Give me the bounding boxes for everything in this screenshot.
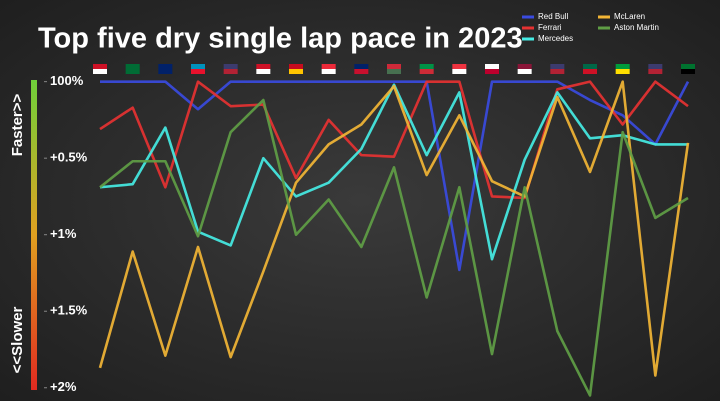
y-tick-label: 100% — [50, 73, 84, 88]
flag — [648, 64, 663, 69]
legend-label: Aston Martin — [614, 23, 659, 32]
flag — [125, 69, 140, 74]
y-tick-label: +2% — [50, 379, 77, 394]
legend-label: McLaren — [614, 12, 645, 21]
flag — [615, 64, 630, 69]
flag — [191, 69, 205, 74]
flag — [550, 69, 565, 74]
flag — [583, 64, 597, 69]
flag — [550, 64, 565, 69]
pace-bar — [31, 80, 37, 390]
flags — [93, 64, 695, 74]
chart-title: Top five dry single lap pace in 2023 — [38, 23, 523, 55]
y-tick-label: +1% — [50, 226, 77, 241]
flag — [93, 64, 107, 69]
flag — [256, 69, 271, 74]
flag — [419, 64, 434, 69]
slower-label: <<Slower — [9, 306, 26, 373]
legend-label: Mercedes — [538, 34, 573, 43]
flag — [256, 64, 271, 69]
series-line — [98, 80, 690, 377]
series-line — [99, 83, 688, 261]
flag — [485, 69, 499, 74]
flag — [125, 64, 140, 69]
legend-label: Red Bull — [538, 12, 568, 21]
flag — [289, 69, 303, 74]
flag — [648, 69, 663, 74]
series-line — [99, 80, 689, 200]
flag — [615, 69, 630, 74]
flag — [223, 69, 238, 74]
flag — [289, 64, 303, 69]
legend-label: Ferrari — [538, 23, 562, 32]
flag — [452, 64, 467, 69]
flag — [517, 64, 532, 69]
flag — [354, 69, 369, 74]
flag — [583, 69, 597, 74]
flag — [354, 64, 369, 69]
y-tick-label: +1.5% — [50, 303, 88, 318]
flag — [485, 64, 499, 69]
flag — [681, 64, 695, 69]
flag — [191, 64, 205, 69]
flag — [93, 69, 107, 74]
flag — [158, 64, 173, 69]
flag — [452, 69, 467, 74]
flag — [321, 64, 336, 69]
flag — [419, 69, 434, 74]
series-line — [99, 98, 689, 397]
y-tick-label: +0.5% — [50, 150, 88, 165]
flag — [321, 69, 336, 74]
flag — [681, 69, 695, 74]
series-line — [100, 80, 690, 272]
flag — [517, 69, 532, 74]
flag — [387, 64, 401, 69]
faster-label: Faster>> — [9, 93, 26, 156]
flag — [223, 64, 238, 69]
flag — [387, 69, 401, 74]
flag — [158, 69, 173, 74]
